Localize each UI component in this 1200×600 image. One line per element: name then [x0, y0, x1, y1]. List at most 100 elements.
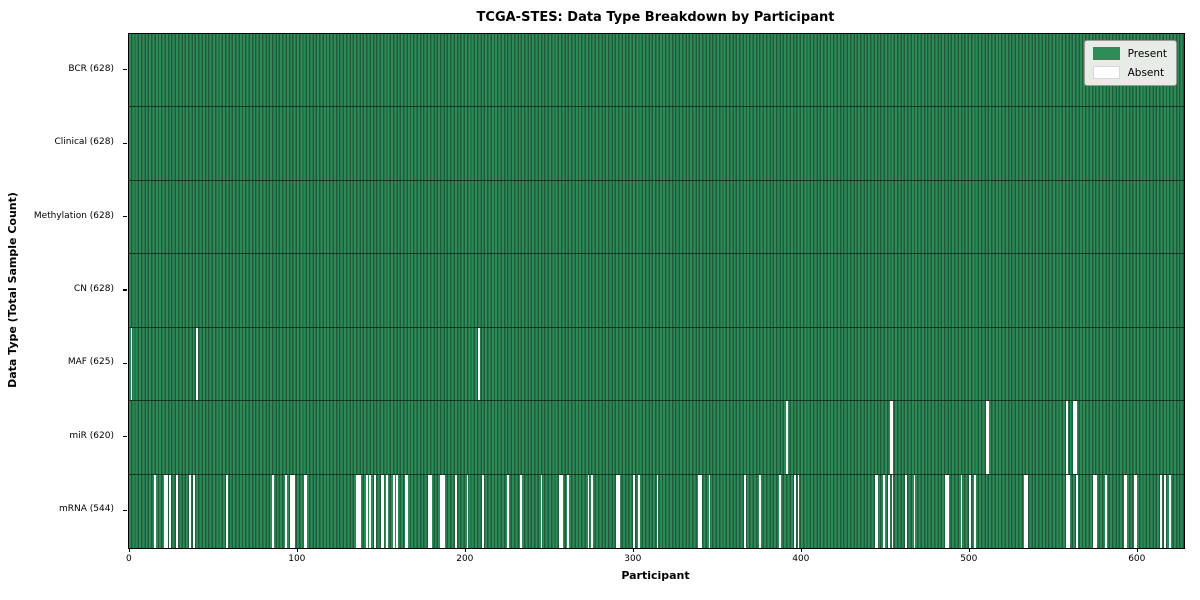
y-tick-label: BCR (628) [68, 63, 114, 74]
absent-stripe [481, 474, 484, 548]
absent-stripe [520, 474, 523, 548]
absent-stripe [888, 474, 891, 548]
absent-stripe [130, 327, 133, 401]
y-tick-label: Clinical (628) [54, 137, 114, 148]
absent-stripe [590, 474, 593, 548]
absent-stripe [382, 474, 385, 548]
x-tick-label: 300 [624, 554, 642, 564]
absent-stripe [380, 474, 383, 548]
x-tick-label: 200 [456, 554, 474, 564]
absent-stripe [905, 474, 907, 548]
absent-stripe [164, 474, 167, 548]
absent-stripe [587, 474, 590, 548]
absent-stripe [945, 474, 948, 548]
absent-stripe [883, 474, 886, 548]
absent-stripe [1024, 474, 1027, 548]
absent-stripe [1163, 474, 1166, 548]
absent-stripe [987, 401, 990, 474]
absent-stripe [974, 474, 976, 548]
absent-stripe [890, 401, 892, 474]
x-axis-label: Participant [621, 569, 690, 582]
absent-stripe [1123, 474, 1126, 548]
absent-stripe [226, 474, 229, 548]
absent-stripe [1133, 474, 1136, 548]
y-tick-mark [123, 289, 127, 291]
y-tick-label: MAF (625) [67, 357, 114, 368]
absent-stripe [365, 474, 368, 548]
y-tick-label: miR (620) [69, 430, 114, 441]
chart-title: TCGA-STES: Data Type Breakdown by Partic… [476, 10, 835, 25]
absent-stripe [794, 474, 797, 548]
absent-stripe [779, 474, 781, 548]
absent-stripe [478, 327, 481, 401]
absent-stripe [1066, 474, 1069, 548]
absent-stripe [305, 474, 308, 548]
heatmap-row [129, 180, 1184, 255]
y-tick-label: mRNA (544) [59, 504, 114, 515]
x-tick-mark [296, 548, 299, 552]
absent-stripe [616, 474, 618, 548]
absent-stripe [1135, 474, 1138, 548]
x-tick-label: 100 [288, 554, 306, 564]
absent-stripe [968, 474, 971, 548]
absent-stripe [285, 474, 288, 548]
y-tick-mark [123, 509, 127, 511]
absent-stripe [758, 474, 761, 548]
absent-stripe [392, 474, 395, 548]
y-tick-mark [123, 215, 127, 218]
legend-label-absent: Absent [1127, 66, 1165, 79]
present-swatch-icon [1092, 47, 1120, 60]
absent-stripe [386, 474, 388, 548]
absent-stripe [947, 474, 949, 548]
legend: Present Absent [1083, 40, 1177, 86]
absent-stripe [466, 474, 469, 548]
x-tick-label: 400 [792, 554, 810, 564]
absent-stripe [559, 474, 561, 548]
absent-stripe [1160, 474, 1163, 548]
absent-stripe [708, 474, 711, 548]
absent-stripe [560, 474, 563, 548]
absent-stripe [439, 474, 442, 548]
absent-stripe [454, 474, 457, 548]
absent-stripe [1168, 474, 1171, 548]
absent-stripe [1125, 474, 1127, 548]
absent-stripe [785, 401, 788, 474]
absent-stripe [271, 474, 274, 548]
absent-stripe [293, 474, 296, 548]
absent-stripe [290, 474, 293, 548]
absent-stripe [797, 474, 800, 548]
x-tick-label: 0 [125, 554, 132, 564]
legend-entry-absent: Absent [1092, 66, 1167, 79]
absent-stripe [1068, 474, 1070, 548]
absent-stripe [355, 474, 358, 548]
absent-stripe [396, 474, 398, 548]
absent-stripe [656, 474, 659, 548]
absent-stripe [303, 474, 306, 548]
x-tick-mark [632, 548, 634, 552]
absent-stripe [359, 474, 361, 548]
absent-stripe [698, 474, 701, 548]
heatmap-row [129, 34, 1184, 108]
absent-stripe [876, 474, 879, 548]
absent-stripe [632, 474, 635, 548]
absent-stripe [1093, 474, 1096, 548]
absent-stripe [638, 474, 640, 548]
x-tick-mark [464, 548, 466, 552]
y-tick-mark [123, 362, 127, 365]
absent-stripe [891, 401, 894, 474]
absent-stripe [913, 474, 916, 548]
absent-stripe [165, 474, 168, 548]
x-tick-label: 600 [1128, 554, 1146, 564]
absent-stripe [441, 474, 444, 548]
heatmap-row [129, 254, 1184, 328]
heatmap-row [129, 107, 1184, 181]
absent-stripe [617, 474, 620, 548]
absent-stripe [960, 474, 963, 548]
absent-stripe [1074, 401, 1077, 474]
legend-label-present: Present [1127, 47, 1167, 60]
absent-stripe [154, 474, 156, 548]
y-tick-mark [123, 69, 127, 71]
x-tick-label: 500 [960, 554, 978, 564]
absent-stripe [891, 474, 894, 548]
absent-stripe [196, 327, 198, 401]
